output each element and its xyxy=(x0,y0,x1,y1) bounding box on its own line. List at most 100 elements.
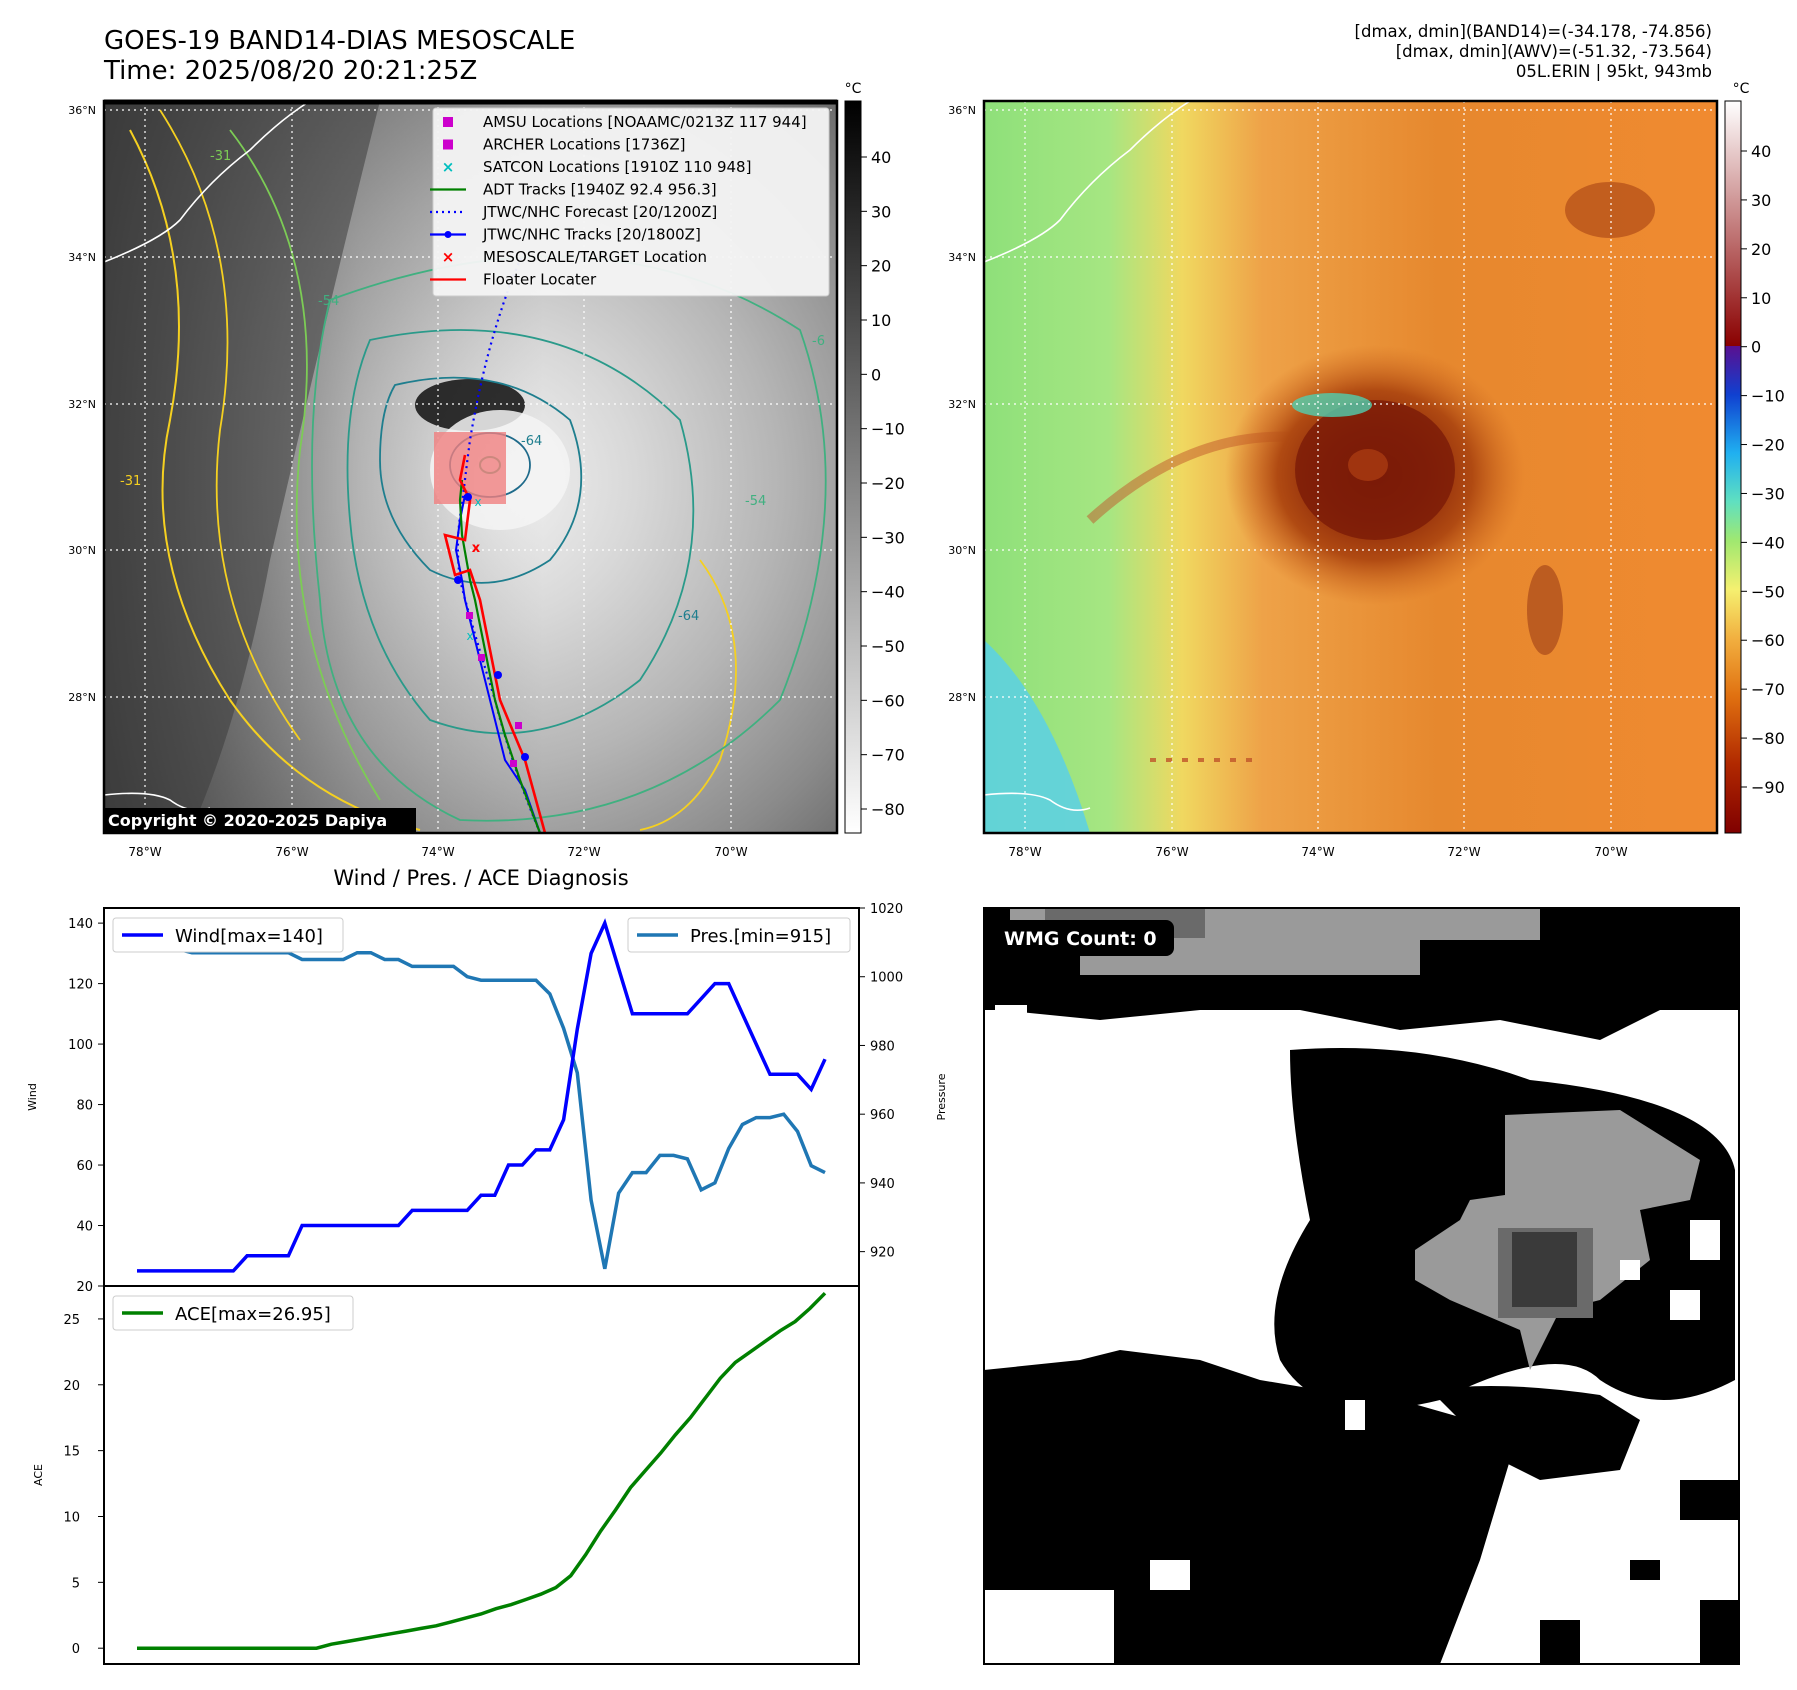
ace-tick-label: 25 xyxy=(63,1313,80,1328)
pressure-legend-box xyxy=(627,917,851,953)
ir-lat-labels: 36°N 34°N 32°N 30°N 28°N xyxy=(68,104,96,704)
wind-tick-label: 120 xyxy=(68,978,93,993)
colorbar-tick-label: −30 xyxy=(871,528,905,547)
wv-lon-labels: 78°W 76°W 74°W 72°W 70°W xyxy=(1008,845,1627,859)
lat-label: 36°N xyxy=(948,104,976,117)
adt-track xyxy=(458,479,542,833)
lon-label: 72°W xyxy=(1447,845,1480,859)
wv-imagery xyxy=(984,101,1717,833)
wv-colorbar-unit: °C xyxy=(1733,81,1750,97)
colorbar-tick-label: −10 xyxy=(1751,387,1785,406)
ace-y-ticks: 0 5 10 15 20 25 xyxy=(63,1313,104,1657)
colorbar-tick-label: −90 xyxy=(1751,778,1785,797)
legend-label: AMSU Locations [NOAAMC/0213Z 117 944] xyxy=(483,113,807,131)
svg-text:x: x xyxy=(466,629,473,643)
legend-marker-square xyxy=(443,139,453,150)
ace-series-line xyxy=(137,1291,827,1650)
legend-label: ARCHER Locations [1736Z] xyxy=(483,136,686,154)
wind-tick-label: 100 xyxy=(68,1038,93,1053)
colorbar-tick-label: −10 xyxy=(871,420,905,439)
ace-tick-label: 15 xyxy=(63,1445,80,1460)
contour-label: -6 xyxy=(812,334,825,349)
colorbar-tick-label: −70 xyxy=(1751,680,1785,699)
wind-legend-box xyxy=(112,917,344,953)
colorbar-tick-label: 0 xyxy=(871,365,881,384)
legend-item: JTWC/NHC Forecast [20/1200Z] xyxy=(430,203,717,221)
contour-label: -31 xyxy=(210,149,231,164)
wind-axes-frame xyxy=(103,907,860,1287)
wmg-frame xyxy=(983,907,1740,1665)
colorbar-tick-label: 10 xyxy=(871,311,891,330)
figure-info: [dmax, dmin](BAND14)=(-34.178, -74.856) … xyxy=(1355,22,1712,82)
pressure-y-ticks: 920 940 960 980 1000 1020 xyxy=(859,902,903,1261)
contour-label: -31 xyxy=(120,474,141,489)
colorbar-tick-label: 30 xyxy=(871,202,891,221)
ir-imagery: x x x xyxy=(104,101,837,833)
colorbar-tick-label: −60 xyxy=(1751,631,1785,650)
ace-tick-label: 10 xyxy=(63,1510,80,1525)
contour-label: -64 xyxy=(521,434,542,449)
lat-label: 34°N xyxy=(68,251,96,264)
diagnosis-title: Wind / Pres. / ACE Diagnosis xyxy=(333,866,628,890)
info-storm: 05L.ERIN | 95kt, 943mb xyxy=(1515,62,1712,81)
contour-label: -54 xyxy=(745,494,766,509)
lon-label: 70°W xyxy=(1594,845,1627,859)
ace-legend-label: ACE[max=26.95] xyxy=(175,1304,331,1325)
ir-colorbar-unit: °C xyxy=(845,81,862,97)
colorbar-tick-label: −50 xyxy=(1751,582,1785,601)
colorbar-tick-label: −80 xyxy=(871,800,905,819)
wmg-panel: WMG Count: 0 xyxy=(983,907,1740,1665)
copyright-badge xyxy=(104,808,416,832)
colorbar-tick-label: −50 xyxy=(871,637,905,656)
wind-tick-label: 40 xyxy=(76,1220,93,1235)
legend-item: Floater Locater xyxy=(430,271,597,289)
lon-label: 78°W xyxy=(1008,845,1041,859)
ir-map-panel: x x x -31 -54 -64 -54 -31 -64 -6 AMSU Lo… xyxy=(68,81,905,859)
legend-item: ADT Tracks [1940Z 92.4 956.3] xyxy=(430,181,717,199)
legend-marker-x: × xyxy=(442,248,455,266)
info-band14: [dmax, dmin](BAND14)=(-34.178, -74.856) xyxy=(1354,22,1712,41)
colorbar-tick-label: 30 xyxy=(1751,191,1771,210)
ace-tick-label: 20 xyxy=(63,1379,80,1394)
wind-legend-label: Wind[max=140] xyxy=(175,926,323,947)
colorbar-tick-label: 10 xyxy=(1751,289,1771,308)
wind-tick-label: 80 xyxy=(76,1099,93,1114)
copyright-text: Copyright © 2020-2025 Dapiya xyxy=(108,811,387,830)
legend-label: JTWC/NHC Forecast [20/1200Z] xyxy=(482,203,717,221)
legend-item: × MESOSCALE/TARGET Location xyxy=(442,248,707,266)
pressure-tick-label: 1000 xyxy=(870,971,903,986)
colorbar-tick-label: 40 xyxy=(871,148,891,167)
legend-label: SATCON Locations [1910Z 110 948] xyxy=(483,158,751,176)
wv-lat-labels: 36°N 34°N 32°N 30°N 28°N xyxy=(948,104,976,704)
pressure-tick-label: 960 xyxy=(870,1108,895,1123)
ace-panel: 0 5 10 15 20 25 ACE ACE[max=26.95] xyxy=(32,1285,860,1665)
legend-item: ARCHER Locations [1736Z] xyxy=(443,136,686,154)
pressure-tick-label: 940 xyxy=(870,1177,895,1192)
wind-tick-label: 20 xyxy=(76,1280,93,1295)
legend-box xyxy=(432,107,830,297)
lat-label: 30°N xyxy=(948,544,976,557)
wv-colorbar-ticks: 40 30 20 10 0 −10 −20 −30 −40 −50 −60 −70 −80 −90 xyxy=(1741,142,1785,797)
best-track xyxy=(454,494,541,833)
pressure-tick-label: 920 xyxy=(870,1246,895,1261)
lat-label: 28°N xyxy=(948,691,976,704)
pressure-series-line xyxy=(137,923,826,1270)
lon-label: 74°W xyxy=(1301,845,1334,859)
lon-label: 70°W xyxy=(714,845,747,859)
wv-map-panel: 36°N 34°N 32°N 30°N 28°N 78°W 76°W 74°W … xyxy=(948,81,1785,859)
wmg-count-badge xyxy=(996,920,1174,956)
legend-marker-dot xyxy=(444,231,452,238)
legend-label: ADT Tracks [1940Z 92.4 956.3] xyxy=(483,181,717,199)
ir-legend: AMSU Locations [NOAAMC/0213Z 117 944] ARC… xyxy=(430,107,830,297)
legend-item: AMSU Locations [NOAAMC/0213Z 117 944] xyxy=(443,113,807,131)
wv-colorbar-warm xyxy=(1725,101,1741,346)
colorbar-tick-label: −80 xyxy=(1751,729,1785,748)
ace-legend-box xyxy=(112,1295,354,1331)
wv-map-frame xyxy=(982,99,1719,835)
colorbar-tick-label: −20 xyxy=(1751,436,1785,455)
wind-pressure-panel: Wind / Pres. / ACE Diagnosis 20 40 60 80 100… xyxy=(26,866,948,1295)
svg-text:x: x xyxy=(472,541,481,556)
pressure-axis-label: Pressure xyxy=(935,1073,948,1120)
